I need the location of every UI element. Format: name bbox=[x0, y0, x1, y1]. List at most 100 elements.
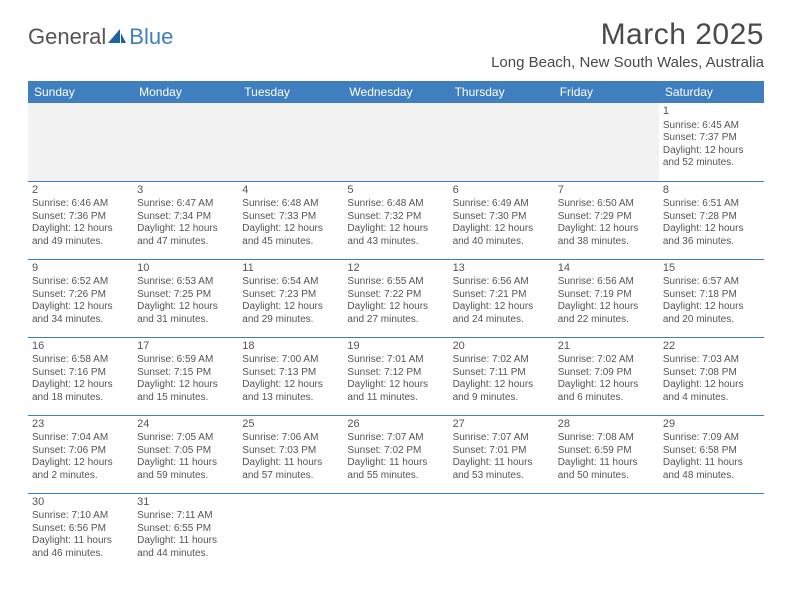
daylight-line1: Daylight: 12 hours bbox=[558, 379, 655, 392]
day-header-wednesday: Wednesday bbox=[343, 81, 448, 103]
sunrise-text: Sunrise: 7:06 AM bbox=[242, 432, 339, 445]
sunrise-text: Sunrise: 7:09 AM bbox=[663, 432, 760, 445]
daylight-line2: and 55 minutes. bbox=[347, 470, 444, 483]
sunset-text: Sunset: 7:05 PM bbox=[137, 445, 234, 458]
calendar-cell: 1Sunrise: 6:45 AMSunset: 7:37 PMDaylight… bbox=[659, 103, 764, 181]
sunset-text: Sunset: 7:13 PM bbox=[242, 367, 339, 380]
calendar-cell: 25Sunrise: 7:06 AMSunset: 7:03 PMDayligh… bbox=[238, 415, 343, 493]
sunrise-text: Sunrise: 7:07 AM bbox=[453, 432, 550, 445]
sunrise-text: Sunrise: 7:05 AM bbox=[137, 432, 234, 445]
logo-text-general: General bbox=[28, 24, 106, 50]
daylight-line2: and 6 minutes. bbox=[558, 392, 655, 405]
sunset-text: Sunset: 7:22 PM bbox=[347, 289, 444, 302]
sunrise-text: Sunrise: 7:01 AM bbox=[347, 354, 444, 367]
sunset-text: Sunset: 7:29 PM bbox=[558, 211, 655, 224]
sunrise-text: Sunrise: 7:08 AM bbox=[558, 432, 655, 445]
sunset-text: Sunset: 7:15 PM bbox=[137, 367, 234, 380]
sail-icon bbox=[108, 29, 126, 45]
day-number: 7 bbox=[558, 184, 655, 198]
daylight-line1: Daylight: 12 hours bbox=[347, 223, 444, 236]
sunrise-text: Sunrise: 6:48 AM bbox=[242, 198, 339, 211]
day-number: 25 bbox=[242, 418, 339, 432]
day-number: 24 bbox=[137, 418, 234, 432]
calendar-cell: 7Sunrise: 6:50 AMSunset: 7:29 PMDaylight… bbox=[554, 181, 659, 259]
day-header-saturday: Saturday bbox=[659, 81, 764, 103]
daylight-line2: and 45 minutes. bbox=[242, 236, 339, 249]
sunrise-text: Sunrise: 6:59 AM bbox=[137, 354, 234, 367]
daylight-line2: and 38 minutes. bbox=[558, 236, 655, 249]
calendar-cell: 23Sunrise: 7:04 AMSunset: 7:06 PMDayligh… bbox=[28, 415, 133, 493]
day-number: 16 bbox=[32, 340, 129, 354]
sunset-text: Sunset: 7:36 PM bbox=[32, 211, 129, 224]
day-number: 28 bbox=[558, 418, 655, 432]
sunset-text: Sunset: 7:28 PM bbox=[663, 211, 760, 224]
sunrise-text: Sunrise: 6:55 AM bbox=[347, 276, 444, 289]
daylight-line1: Daylight: 11 hours bbox=[137, 457, 234, 470]
daylight-line1: Daylight: 12 hours bbox=[347, 379, 444, 392]
daylight-line2: and 57 minutes. bbox=[242, 470, 339, 483]
daylight-line2: and 47 minutes. bbox=[137, 236, 234, 249]
sunrise-text: Sunrise: 6:54 AM bbox=[242, 276, 339, 289]
sunrise-text: Sunrise: 6:45 AM bbox=[663, 120, 760, 133]
calendar-cell: 2Sunrise: 6:46 AMSunset: 7:36 PMDaylight… bbox=[28, 181, 133, 259]
calendar-week-row: 9Sunrise: 6:52 AMSunset: 7:26 PMDaylight… bbox=[28, 259, 764, 337]
day-header-thursday: Thursday bbox=[449, 81, 554, 103]
daylight-line1: Daylight: 12 hours bbox=[663, 223, 760, 236]
day-number: 4 bbox=[242, 184, 339, 198]
day-number: 9 bbox=[32, 262, 129, 276]
daylight-line1: Daylight: 11 hours bbox=[663, 457, 760, 470]
day-number: 8 bbox=[663, 184, 760, 198]
daylight-line2: and 24 minutes. bbox=[453, 314, 550, 327]
daylight-line2: and 46 minutes. bbox=[32, 548, 129, 561]
calendar-cell: 13Sunrise: 6:56 AMSunset: 7:21 PMDayligh… bbox=[449, 259, 554, 337]
daylight-line2: and 15 minutes. bbox=[137, 392, 234, 405]
calendar-week-row: 23Sunrise: 7:04 AMSunset: 7:06 PMDayligh… bbox=[28, 415, 764, 493]
daylight-line2: and 40 minutes. bbox=[453, 236, 550, 249]
daylight-line1: Daylight: 12 hours bbox=[453, 301, 550, 314]
day-number: 12 bbox=[347, 262, 444, 276]
daylight-line2: and 13 minutes. bbox=[242, 392, 339, 405]
calendar-cell bbox=[659, 493, 764, 571]
daylight-line2: and 34 minutes. bbox=[32, 314, 129, 327]
sunrise-text: Sunrise: 7:00 AM bbox=[242, 354, 339, 367]
calendar-cell: 24Sunrise: 7:05 AMSunset: 7:05 PMDayligh… bbox=[133, 415, 238, 493]
sunset-text: Sunset: 7:06 PM bbox=[32, 445, 129, 458]
calendar-cell bbox=[343, 493, 448, 571]
daylight-line1: Daylight: 12 hours bbox=[137, 379, 234, 392]
daylight-line2: and 20 minutes. bbox=[663, 314, 760, 327]
calendar-cell: 20Sunrise: 7:02 AMSunset: 7:11 PMDayligh… bbox=[449, 337, 554, 415]
daylight-line1: Daylight: 12 hours bbox=[558, 223, 655, 236]
calendar-cell: 15Sunrise: 6:57 AMSunset: 7:18 PMDayligh… bbox=[659, 259, 764, 337]
day-number: 14 bbox=[558, 262, 655, 276]
daylight-line2: and 9 minutes. bbox=[453, 392, 550, 405]
sunset-text: Sunset: 7:02 PM bbox=[347, 445, 444, 458]
sunset-text: Sunset: 7:18 PM bbox=[663, 289, 760, 302]
calendar-cell: 28Sunrise: 7:08 AMSunset: 6:59 PMDayligh… bbox=[554, 415, 659, 493]
calendar-cell bbox=[554, 493, 659, 571]
calendar-cell: 12Sunrise: 6:55 AMSunset: 7:22 PMDayligh… bbox=[343, 259, 448, 337]
daylight-line1: Daylight: 11 hours bbox=[558, 457, 655, 470]
sunset-text: Sunset: 7:21 PM bbox=[453, 289, 550, 302]
calendar-week-row: 1Sunrise: 6:45 AMSunset: 7:37 PMDaylight… bbox=[28, 103, 764, 181]
calendar-cell bbox=[133, 103, 238, 181]
day-number: 30 bbox=[32, 496, 129, 510]
daylight-line1: Daylight: 12 hours bbox=[242, 223, 339, 236]
sunrise-text: Sunrise: 7:02 AM bbox=[453, 354, 550, 367]
daylight-line1: Daylight: 12 hours bbox=[453, 223, 550, 236]
day-header-monday: Monday bbox=[133, 81, 238, 103]
calendar-week-row: 2Sunrise: 6:46 AMSunset: 7:36 PMDaylight… bbox=[28, 181, 764, 259]
sunrise-text: Sunrise: 6:53 AM bbox=[137, 276, 234, 289]
sunrise-text: Sunrise: 7:07 AM bbox=[347, 432, 444, 445]
daylight-line1: Daylight: 12 hours bbox=[453, 379, 550, 392]
day-number: 31 bbox=[137, 496, 234, 510]
daylight-line2: and 18 minutes. bbox=[32, 392, 129, 405]
sunset-text: Sunset: 7:19 PM bbox=[558, 289, 655, 302]
daylight-line2: and 29 minutes. bbox=[242, 314, 339, 327]
calendar-cell: 18Sunrise: 7:00 AMSunset: 7:13 PMDayligh… bbox=[238, 337, 343, 415]
calendar-cell: 22Sunrise: 7:03 AMSunset: 7:08 PMDayligh… bbox=[659, 337, 764, 415]
daylight-line1: Daylight: 12 hours bbox=[242, 301, 339, 314]
daylight-line2: and 27 minutes. bbox=[347, 314, 444, 327]
day-number: 26 bbox=[347, 418, 444, 432]
calendar-cell bbox=[554, 103, 659, 181]
calendar-cell: 4Sunrise: 6:48 AMSunset: 7:33 PMDaylight… bbox=[238, 181, 343, 259]
